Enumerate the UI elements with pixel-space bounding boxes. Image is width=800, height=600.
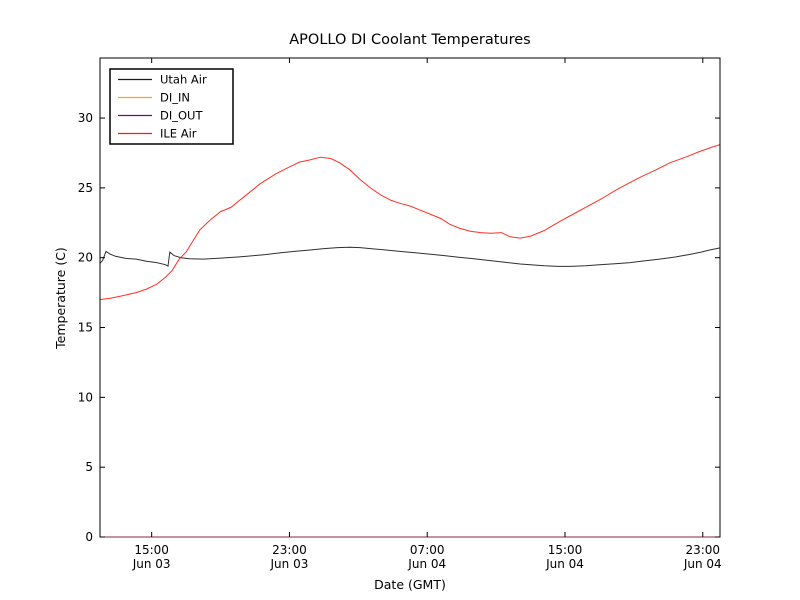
legend-label-utah-air: Utah Air <box>160 73 207 87</box>
x-tick-time: 07:00 <box>410 543 445 557</box>
y-tick-label: 20 <box>78 251 93 265</box>
legend-label-di-out: DI_OUT <box>160 109 203 123</box>
legend: Utah Air DI_IN DI_OUT ILE Air <box>109 68 234 145</box>
x-tick-date: Jun 03 <box>132 557 171 571</box>
x-tick-date: Jun 03 <box>270 557 309 571</box>
chart-title: APOLLO DI Coolant Temperatures <box>289 32 530 48</box>
legend-label-di-in: DI_IN <box>160 91 190 105</box>
data-series <box>99 144 721 538</box>
y-tick-label: 15 <box>78 321 93 335</box>
x-tick-date: Jun 04 <box>407 557 446 571</box>
x-tick-time: 23:00 <box>685 543 720 557</box>
legend-label-ile-air: ILE Air <box>160 127 197 141</box>
legend-box <box>109 68 234 145</box>
x-tick-date: Jun 04 <box>545 557 584 571</box>
x-tick-time: 15:00 <box>134 543 169 557</box>
y-tick-label: 30 <box>78 111 93 125</box>
y-axis-label: Temperature (C) <box>53 247 68 350</box>
x-tick-time: 15:00 <box>548 543 583 557</box>
y-tick-label: 0 <box>85 530 93 544</box>
x-axis-label: Date (GMT) <box>374 577 446 592</box>
x-tick-time: 23:00 <box>272 543 307 557</box>
axis-ticks <box>100 58 720 538</box>
x-tick-date: Jun 04 <box>683 557 722 571</box>
y-tick-label: 5 <box>85 460 93 474</box>
y-tick-label: 25 <box>78 181 93 195</box>
y-tick-label: 10 <box>78 390 93 404</box>
